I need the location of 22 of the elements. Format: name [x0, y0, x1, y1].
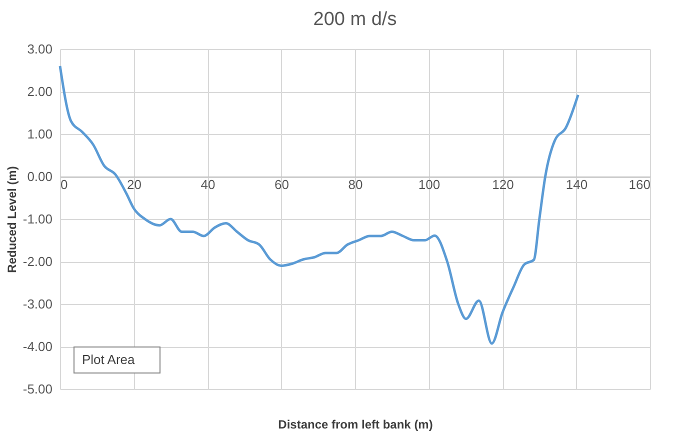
y-tick-label: -4.00	[22, 339, 52, 354]
x-axis-title: Distance from left bank (m)	[278, 418, 433, 432]
y-tick-label: -5.00	[22, 382, 52, 396]
x-tick-label: 60	[274, 177, 289, 192]
x-tick-label: 80	[348, 177, 363, 192]
x-tick-label: 40	[200, 177, 216, 192]
y-tick-label: -3.00	[22, 296, 52, 312]
x-tick-label: 120	[492, 177, 514, 192]
y-axis-title: Reduced Level (m)	[4, 166, 19, 273]
y-tick-label: -1.00	[22, 212, 52, 226]
x-tick-label: 160	[628, 177, 650, 192]
chart-title: 200 m d/s	[313, 9, 397, 30]
x-tick-label: 140	[566, 177, 588, 192]
y-tick-label: 3.00	[27, 42, 52, 56]
y-tick-label: 1.00	[27, 126, 52, 142]
x-tick-label: 0	[60, 177, 68, 192]
y-tick-label: 0.00	[27, 169, 52, 184]
x-tick-label: 20	[127, 177, 142, 192]
annotation: Plot Area	[82, 352, 136, 367]
y-tick-label: 2.00	[27, 84, 52, 99]
x-tick-label: 100	[418, 177, 440, 192]
y-tick-label: -2.00	[22, 254, 52, 269]
